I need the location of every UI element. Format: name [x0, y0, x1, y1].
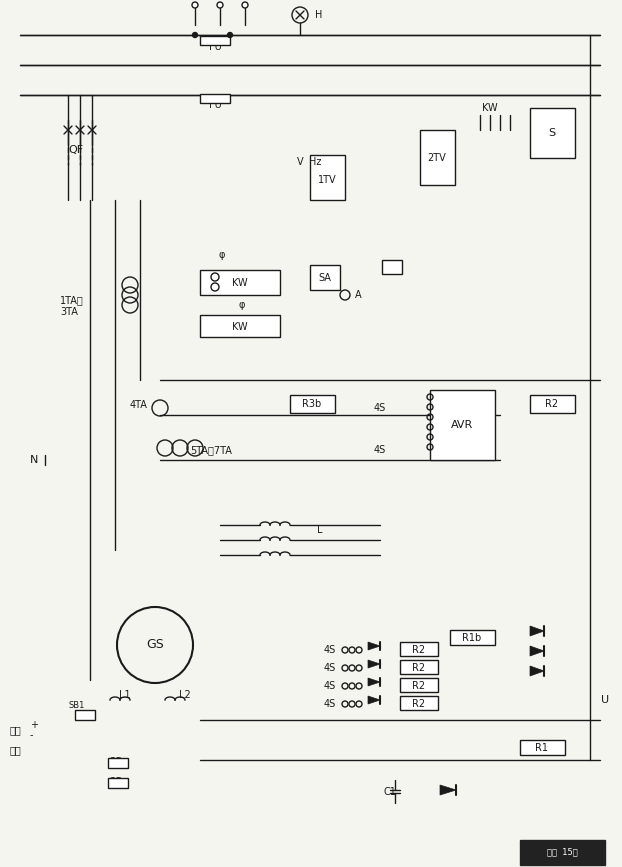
Text: KW: KW	[232, 278, 248, 288]
Circle shape	[242, 2, 248, 8]
Polygon shape	[530, 646, 544, 656]
Bar	[520, 740, 565, 755]
Text: R2: R2	[412, 663, 425, 673]
Bar	[530, 395, 575, 413]
Text: -: -	[30, 730, 34, 740]
Text: QF: QF	[383, 265, 397, 275]
Text: 4S: 4S	[324, 681, 336, 691]
Bar	[310, 155, 345, 200]
Text: φ: φ	[219, 250, 225, 260]
Polygon shape	[530, 666, 544, 676]
Bar	[200, 36, 230, 45]
Text: A: A	[355, 290, 361, 300]
Bar	[75, 710, 95, 720]
Text: U: U	[601, 695, 609, 705]
Polygon shape	[368, 678, 380, 686]
Text: L1: L1	[119, 690, 131, 700]
Text: GS: GS	[146, 638, 164, 651]
Circle shape	[217, 2, 223, 8]
Text: 5TA～7TA: 5TA～7TA	[190, 445, 232, 455]
Bar	[290, 395, 335, 413]
Text: QF: QF	[108, 777, 122, 787]
Text: QF: QF	[68, 145, 83, 155]
Circle shape	[192, 2, 198, 8]
Bar	[108, 758, 128, 768]
Bar	[400, 660, 438, 674]
Text: N: N	[30, 455, 39, 465]
Text: 4S: 4S	[374, 403, 386, 413]
Text: 4S: 4S	[324, 645, 336, 655]
Text: 1TA～: 1TA～	[60, 295, 84, 305]
Text: R2: R2	[545, 399, 559, 409]
Text: R2: R2	[412, 681, 425, 691]
Text: R1: R1	[536, 743, 549, 753]
Polygon shape	[368, 696, 380, 704]
Text: 4S: 4S	[324, 699, 336, 709]
Text: Hz: Hz	[309, 157, 321, 167]
Text: QF: QF	[108, 757, 122, 767]
Bar	[108, 778, 128, 788]
Text: R3b: R3b	[302, 399, 322, 409]
Text: 头条  15号: 头条 15号	[547, 848, 577, 857]
Text: R2: R2	[412, 699, 425, 709]
Text: 2TV: 2TV	[428, 153, 447, 163]
Text: 4S: 4S	[324, 663, 336, 673]
Text: FU: FU	[208, 100, 221, 110]
Text: FU: FU	[208, 42, 221, 52]
Bar	[400, 696, 438, 710]
Bar	[382, 260, 402, 274]
Circle shape	[192, 32, 198, 37]
Text: R2: R2	[412, 645, 425, 655]
Text: KW: KW	[232, 322, 248, 332]
Polygon shape	[440, 785, 456, 795]
Text: H: H	[315, 10, 322, 20]
Bar	[200, 315, 280, 337]
Text: S: S	[549, 128, 555, 138]
Text: L: L	[317, 525, 323, 535]
Text: R1b: R1b	[462, 633, 481, 643]
Text: 4TA: 4TA	[130, 400, 148, 410]
Bar	[400, 642, 438, 656]
Bar	[400, 678, 438, 692]
Polygon shape	[530, 626, 544, 636]
Bar	[520, 840, 605, 865]
Bar	[200, 270, 280, 295]
Text: KW: KW	[482, 103, 498, 113]
Bar	[310, 265, 340, 290]
Polygon shape	[368, 642, 380, 650]
Text: AVR: AVR	[451, 420, 473, 430]
Text: 启动: 启动	[10, 725, 22, 735]
Text: 3TA: 3TA	[60, 307, 78, 317]
Circle shape	[228, 32, 233, 37]
Text: 1TV: 1TV	[318, 175, 337, 185]
Bar	[530, 108, 575, 158]
Text: C1: C1	[384, 787, 396, 797]
Text: L2: L2	[179, 690, 191, 700]
Text: +: +	[30, 720, 38, 730]
Text: SA: SA	[318, 273, 332, 283]
Text: V: V	[297, 157, 304, 167]
Bar	[430, 390, 495, 460]
Polygon shape	[368, 660, 380, 668]
Bar	[450, 630, 495, 645]
Text: SB1: SB1	[68, 701, 85, 709]
Bar	[200, 94, 230, 103]
Bar	[420, 130, 455, 185]
Text: φ: φ	[239, 300, 245, 310]
Text: 均压: 均压	[10, 745, 22, 755]
Text: 4S: 4S	[374, 445, 386, 455]
